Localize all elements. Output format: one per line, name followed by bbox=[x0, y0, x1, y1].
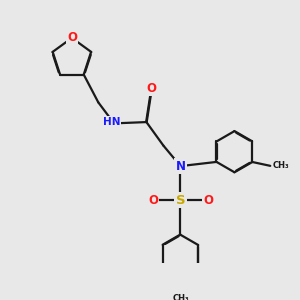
Text: O: O bbox=[148, 194, 158, 207]
Text: O: O bbox=[203, 194, 213, 207]
Text: O: O bbox=[146, 82, 156, 95]
Text: O: O bbox=[67, 31, 77, 44]
Text: N: N bbox=[176, 160, 185, 172]
Text: CH₃: CH₃ bbox=[272, 161, 289, 170]
Text: S: S bbox=[176, 194, 185, 207]
Text: HN: HN bbox=[103, 117, 120, 127]
Text: CH₃: CH₃ bbox=[172, 294, 189, 300]
